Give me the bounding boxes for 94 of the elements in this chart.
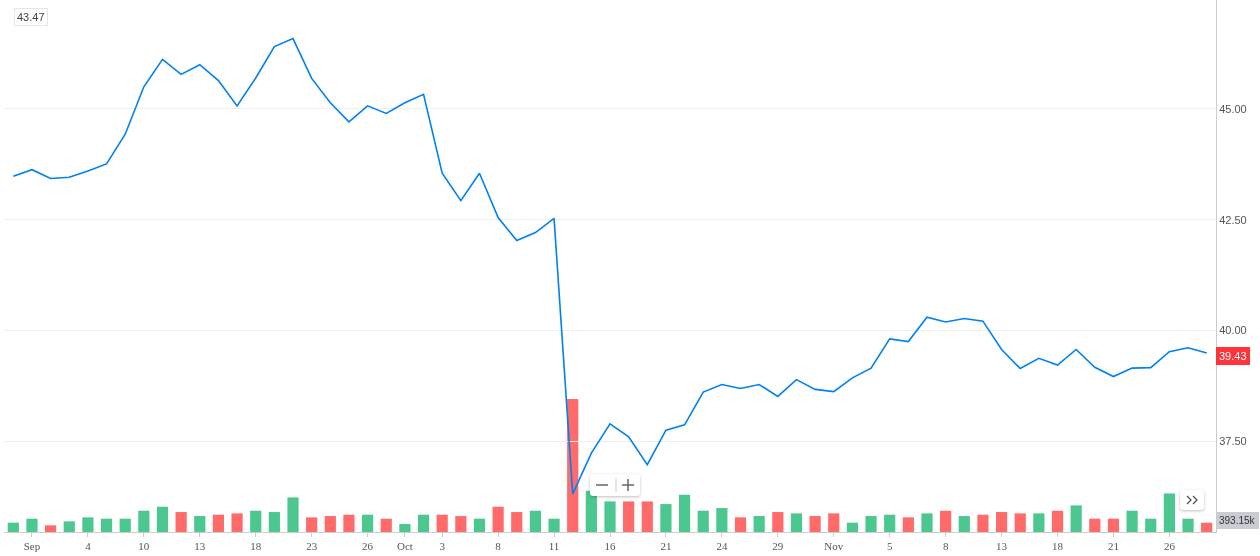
x-tick-label: 21 (1107, 540, 1119, 553)
bar (995, 512, 1008, 532)
bar (231, 513, 243, 532)
bar (734, 517, 747, 532)
bar (940, 510, 952, 532)
x-tick-label: 8 (495, 540, 502, 553)
x-tick-label: 3 (439, 540, 446, 553)
annotation: 43.47 (17, 11, 45, 23)
bar (82, 517, 94, 532)
bar (1182, 518, 1194, 532)
bar (212, 514, 225, 532)
bar (809, 516, 821, 532)
y-tick-label: 40.00 (1219, 324, 1247, 337)
bar (156, 506, 169, 532)
bar (660, 504, 672, 532)
line-series (12, 37, 1208, 495)
bar (436, 514, 448, 532)
bar (753, 516, 765, 532)
x-tick-label: 13 (194, 540, 206, 553)
x-tick-label: Oct (396, 540, 413, 553)
x-tick-label: 8 (942, 540, 949, 553)
x-tick-label: 13 (996, 540, 1008, 553)
bar (772, 512, 784, 532)
bar (473, 518, 486, 532)
bar (287, 497, 299, 532)
bar (1089, 518, 1101, 532)
bar (977, 514, 989, 532)
bar (268, 512, 280, 532)
bar (100, 518, 113, 532)
bar (902, 517, 914, 532)
bar (194, 516, 206, 532)
x-tick-label: 29 (772, 540, 784, 553)
text: 393.15k (1219, 515, 1256, 526)
bar (790, 513, 803, 532)
bar (1070, 505, 1082, 532)
bar (63, 521, 75, 532)
x-tick-label: Sep (23, 540, 41, 553)
bar (399, 524, 411, 532)
x-tick-label: 11 (548, 540, 560, 553)
bar (1145, 518, 1157, 532)
bar (417, 514, 430, 532)
bar (958, 516, 970, 532)
x-tick-label: 26 (1163, 540, 1176, 553)
bar (7, 522, 19, 532)
x-tick-label: Nov (824, 540, 844, 553)
bar (529, 510, 542, 532)
bar (884, 514, 896, 532)
x-tick-label: 5 (886, 540, 893, 553)
bar (1033, 513, 1045, 532)
bar (343, 514, 355, 532)
bar (921, 513, 933, 532)
bar (362, 514, 374, 532)
y-tick-label: 37.50 (1219, 435, 1247, 448)
x-tick-label: 18 (250, 540, 262, 553)
bar (324, 516, 336, 532)
bar (380, 518, 392, 532)
bar (250, 510, 262, 532)
x-tick-label: 4 (85, 540, 92, 553)
bar (306, 517, 318, 532)
bar (865, 516, 877, 532)
annotation: 39.43 (1219, 350, 1247, 362)
x-tick-label: 24 (716, 540, 728, 553)
y-tick-label: 45.00 (1219, 102, 1247, 115)
x-tick-label: 16 (604, 540, 616, 553)
x-tick-label: 26 (362, 540, 374, 553)
y-tick-label: 42.50 (1219, 213, 1247, 226)
bar (1126, 510, 1138, 532)
bar (548, 518, 560, 532)
bar (846, 522, 858, 532)
bar (678, 494, 691, 532)
bar (697, 510, 709, 532)
x-tick-label: 10 (138, 540, 150, 553)
bar (623, 501, 635, 532)
x-tick-label: 18 (1052, 540, 1064, 553)
bar (455, 516, 467, 532)
bar (641, 501, 653, 532)
bar (492, 506, 504, 532)
bar (1014, 513, 1026, 532)
bar (1201, 522, 1213, 532)
bar (1107, 518, 1120, 532)
bar (138, 510, 150, 532)
bar (585, 490, 597, 532)
bar (716, 508, 728, 532)
x-tick-label: 21 (660, 540, 672, 553)
bar (175, 512, 187, 532)
bar (828, 513, 840, 532)
x-tick-label: 23 (306, 540, 318, 553)
bar (1163, 493, 1175, 532)
bar (45, 525, 57, 532)
bar (511, 512, 523, 532)
bar (1051, 510, 1064, 532)
bar (119, 518, 131, 532)
bar (604, 501, 616, 532)
bar (26, 518, 38, 532)
